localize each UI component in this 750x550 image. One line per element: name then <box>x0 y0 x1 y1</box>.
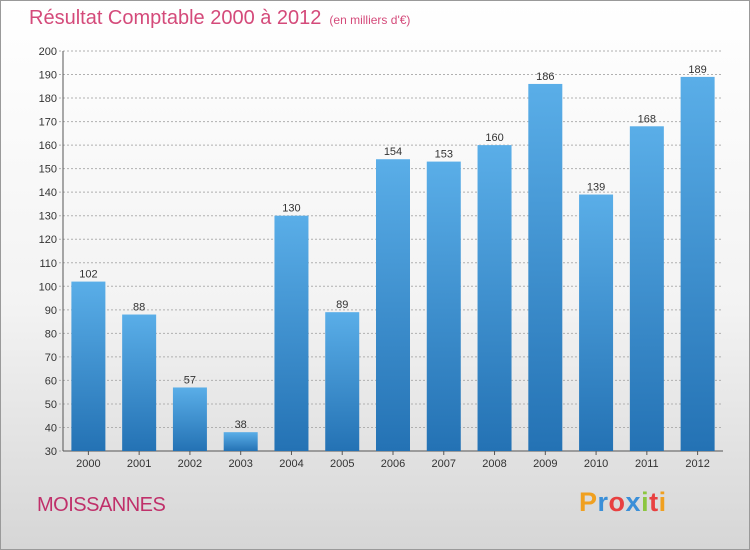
title-main: Résultat Comptable 2000 à 2012 <box>29 7 322 29</box>
logo-letter: o <box>608 487 626 517</box>
chart-title: Résultat Comptable 2000 à 2012 (en millie… <box>29 7 410 30</box>
bar-value-label: 186 <box>536 71 554 83</box>
bars <box>71 76 715 452</box>
x-tick-label: 2008 <box>482 458 506 470</box>
x-tick-label: 2007 <box>432 458 456 470</box>
y-tick-label: 100 <box>39 281 57 293</box>
y-tick-label: 140 <box>39 187 57 199</box>
x-tick-label: 2005 <box>330 458 354 470</box>
bar-value-label: 189 <box>688 64 706 76</box>
x-tick-label: 2011 <box>635 458 659 470</box>
commune-name: MOISSANNES <box>37 494 166 516</box>
bar-2012 <box>680 76 715 451</box>
logo-letter: i <box>641 487 650 517</box>
bar-2008 <box>477 145 512 451</box>
x-tick-label: 2010 <box>584 458 608 470</box>
bar-value-label: 154 <box>384 146 402 158</box>
bar-value-label: 139 <box>587 182 605 194</box>
logo-letter: i <box>658 487 667 517</box>
x-tick-label: 2006 <box>381 458 405 470</box>
bar-2005 <box>325 312 360 451</box>
y-tick-label: 90 <box>45 305 57 317</box>
x-tick-label: 2000 <box>76 458 100 470</box>
y-tick-label: 190 <box>39 70 57 82</box>
bar-2000 <box>71 281 106 451</box>
bar-2003 <box>223 432 258 451</box>
x-tick-label: 2004 <box>279 458 303 470</box>
bar-2007 <box>426 161 461 451</box>
logo-letter: r <box>597 487 609 517</box>
bar-2004 <box>274 215 309 451</box>
y-tick-label: 150 <box>39 164 57 176</box>
x-tick-label: 2003 <box>228 458 252 470</box>
y-tick-label: 120 <box>39 234 57 246</box>
x-tick-label: 2001 <box>127 458 151 470</box>
x-tick-label: 2012 <box>685 458 709 470</box>
bar-value-label: 102 <box>79 269 97 281</box>
y-tick-label: 160 <box>39 140 57 152</box>
y-tick-label: 80 <box>45 328 57 340</box>
bar-value-label: 130 <box>282 203 300 215</box>
y-tick-label: 180 <box>39 93 57 105</box>
bar-value-label: 57 <box>184 374 196 386</box>
y-tick-label: 60 <box>45 375 57 387</box>
bar-value-label: 160 <box>485 132 503 144</box>
bar-value-label: 88 <box>133 302 145 314</box>
bar-2011 <box>629 126 664 451</box>
y-tick-label: 110 <box>39 258 57 270</box>
data-labels: 102 88 57 38 130 89 154 153 160 186 139 168 189 <box>79 64 707 431</box>
bar-value-label: 89 <box>336 299 348 311</box>
y-tick-label: 170 <box>39 117 57 129</box>
y-tick-label: 200 <box>39 46 57 58</box>
x-tick-label: 2009 <box>533 458 557 470</box>
bar-2010 <box>579 194 614 451</box>
y-tick-label: 70 <box>45 352 57 364</box>
bar-2002 <box>172 387 207 451</box>
bar-2009 <box>528 83 563 452</box>
y-tick-label: 130 <box>39 211 57 223</box>
bar-value-label: 38 <box>235 419 247 431</box>
proxiti-logo[interactable]: Proxiti <box>579 487 667 518</box>
title-subtitle: (en milliers d'€) <box>329 13 411 27</box>
x-tick-label: 2002 <box>178 458 202 470</box>
bar-2001 <box>122 314 157 451</box>
logo-letter: t <box>649 487 659 517</box>
bar-value-label: 153 <box>435 149 453 161</box>
logo-letter: x <box>625 487 642 517</box>
y-tick-label: 30 <box>45 446 57 458</box>
bar-value-label: 168 <box>638 113 656 125</box>
logo-letter: P <box>579 487 598 517</box>
y-tick-label: 40 <box>45 422 57 434</box>
y-tick-label: 50 <box>45 399 57 411</box>
bar-2006 <box>376 159 410 451</box>
